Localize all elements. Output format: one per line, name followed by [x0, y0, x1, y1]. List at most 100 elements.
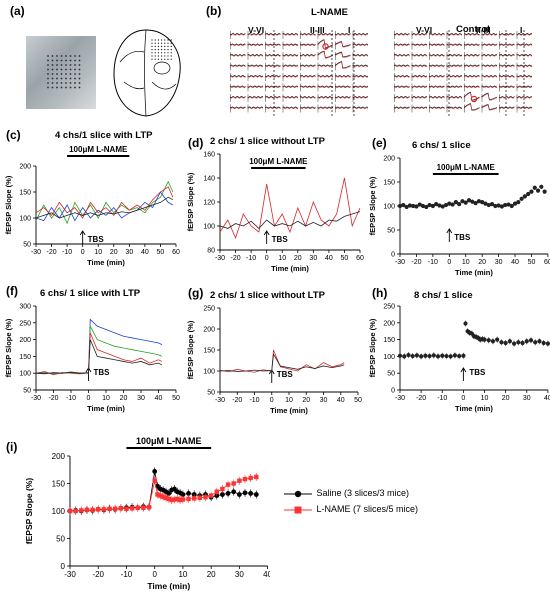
trace-red — [299, 96, 316, 99]
trace-black — [516, 96, 533, 98]
data-point-square — [146, 504, 152, 510]
data-point — [420, 203, 426, 209]
trace-black — [428, 43, 445, 46]
x-tick-label: 20 — [478, 259, 486, 266]
series-line-red — [35, 186, 174, 219]
y-tick-label: 0 — [391, 387, 395, 394]
trace-black — [229, 75, 246, 77]
trace-red — [393, 96, 410, 99]
x-tick-label: 0 — [447, 259, 451, 266]
data-point-square — [208, 493, 214, 498]
data-point-square — [141, 505, 146, 510]
trace-black — [393, 43, 410, 46]
x-tick-label: 40 — [511, 259, 519, 266]
electrode-dot — [78, 59, 81, 62]
electrode-dot — [170, 52, 172, 54]
trace-red — [352, 96, 369, 99]
slice-photo — [26, 36, 96, 109]
trace-red — [498, 65, 515, 68]
y-tick-label: 50 — [207, 389, 215, 396]
trace-black — [247, 96, 264, 98]
electrode-dot — [161, 49, 163, 51]
electrode-dot — [65, 77, 67, 80]
electrode-dot — [151, 45, 153, 47]
tbs-arrowhead — [446, 228, 453, 234]
electrode-dot — [78, 77, 81, 80]
x-tick-label: -20 — [230, 255, 240, 262]
trace-black — [411, 75, 428, 77]
trace-red — [393, 44, 410, 47]
recording-traces — [229, 30, 533, 118]
trace-black — [282, 54, 299, 56]
y-axis-label: fEPSP Slope (%) — [24, 478, 34, 545]
trace-red — [393, 86, 410, 89]
trace-black — [299, 64, 316, 67]
electrode-dot — [164, 55, 166, 57]
data-point-square — [118, 506, 124, 511]
electrode-dot — [47, 82, 49, 84]
data-point-square — [107, 506, 112, 511]
electrode-dot — [157, 49, 159, 51]
x-tick-label: 60 — [544, 259, 550, 266]
trace-black — [229, 43, 246, 46]
electrode-dot — [47, 77, 49, 80]
electrode-dot — [154, 39, 156, 41]
data-point — [533, 340, 538, 345]
x-tick-label: 10 — [285, 397, 293, 404]
data-point-square — [197, 495, 203, 500]
electrode-dot — [161, 42, 163, 44]
y-tick-label: 100 — [383, 203, 395, 210]
data-point-square — [203, 495, 208, 500]
x-tick-label: -10 — [121, 570, 133, 579]
data-point — [496, 203, 501, 208]
trace-red — [282, 86, 299, 89]
electrode-dot — [78, 73, 81, 75]
b-layer-label-i-right: I — [520, 25, 523, 35]
x-tick-label: -20 — [416, 395, 426, 402]
panel-label-h: (h) — [372, 286, 388, 300]
trace-black — [411, 33, 428, 35]
trace-black — [299, 106, 316, 109]
trace-black — [393, 106, 410, 109]
trace-black — [393, 96, 410, 98]
electrode-dot — [51, 77, 54, 80]
trace-black — [498, 33, 515, 35]
trace-red — [299, 65, 316, 68]
data-point-square — [73, 508, 78, 514]
electrode-dot — [154, 49, 156, 51]
series-line-black — [219, 211, 361, 229]
trace-black — [352, 64, 368, 67]
data-point — [495, 337, 500, 342]
electrode-dot — [65, 55, 67, 57]
data-point — [427, 353, 432, 359]
panel-label-g: (g) — [188, 286, 204, 300]
x-tick-label: -10 — [66, 395, 76, 402]
electrode-dot — [69, 86, 72, 89]
trace-black — [352, 54, 369, 56]
data-point-square — [231, 481, 236, 486]
trace-black — [463, 43, 480, 46]
electrode-dot — [154, 58, 156, 60]
electrode-dot — [47, 68, 49, 71]
electrode-dot — [47, 86, 49, 89]
data-point-square — [175, 496, 180, 502]
trace-red — [411, 65, 428, 68]
trace-red — [446, 107, 462, 110]
data-point — [526, 191, 531, 197]
trace-red — [481, 86, 497, 89]
data-point — [516, 340, 521, 345]
trace-red — [317, 33, 334, 36]
data-point — [512, 201, 518, 206]
electrode-dot — [74, 82, 76, 84]
data-point — [463, 321, 468, 326]
data-point — [419, 354, 424, 359]
data-point — [450, 202, 455, 207]
trace-black — [229, 96, 246, 98]
x-tick-label: 0 — [461, 395, 465, 402]
x-tick-label: 40 — [337, 397, 345, 404]
trace-black — [299, 75, 316, 77]
y-tick-label: 140 — [203, 175, 215, 182]
e-title: 6 chs/ 1 slice — [412, 140, 471, 151]
trace-red — [229, 86, 246, 89]
b-layer-label-vvi-left: V-VI — [248, 25, 265, 35]
